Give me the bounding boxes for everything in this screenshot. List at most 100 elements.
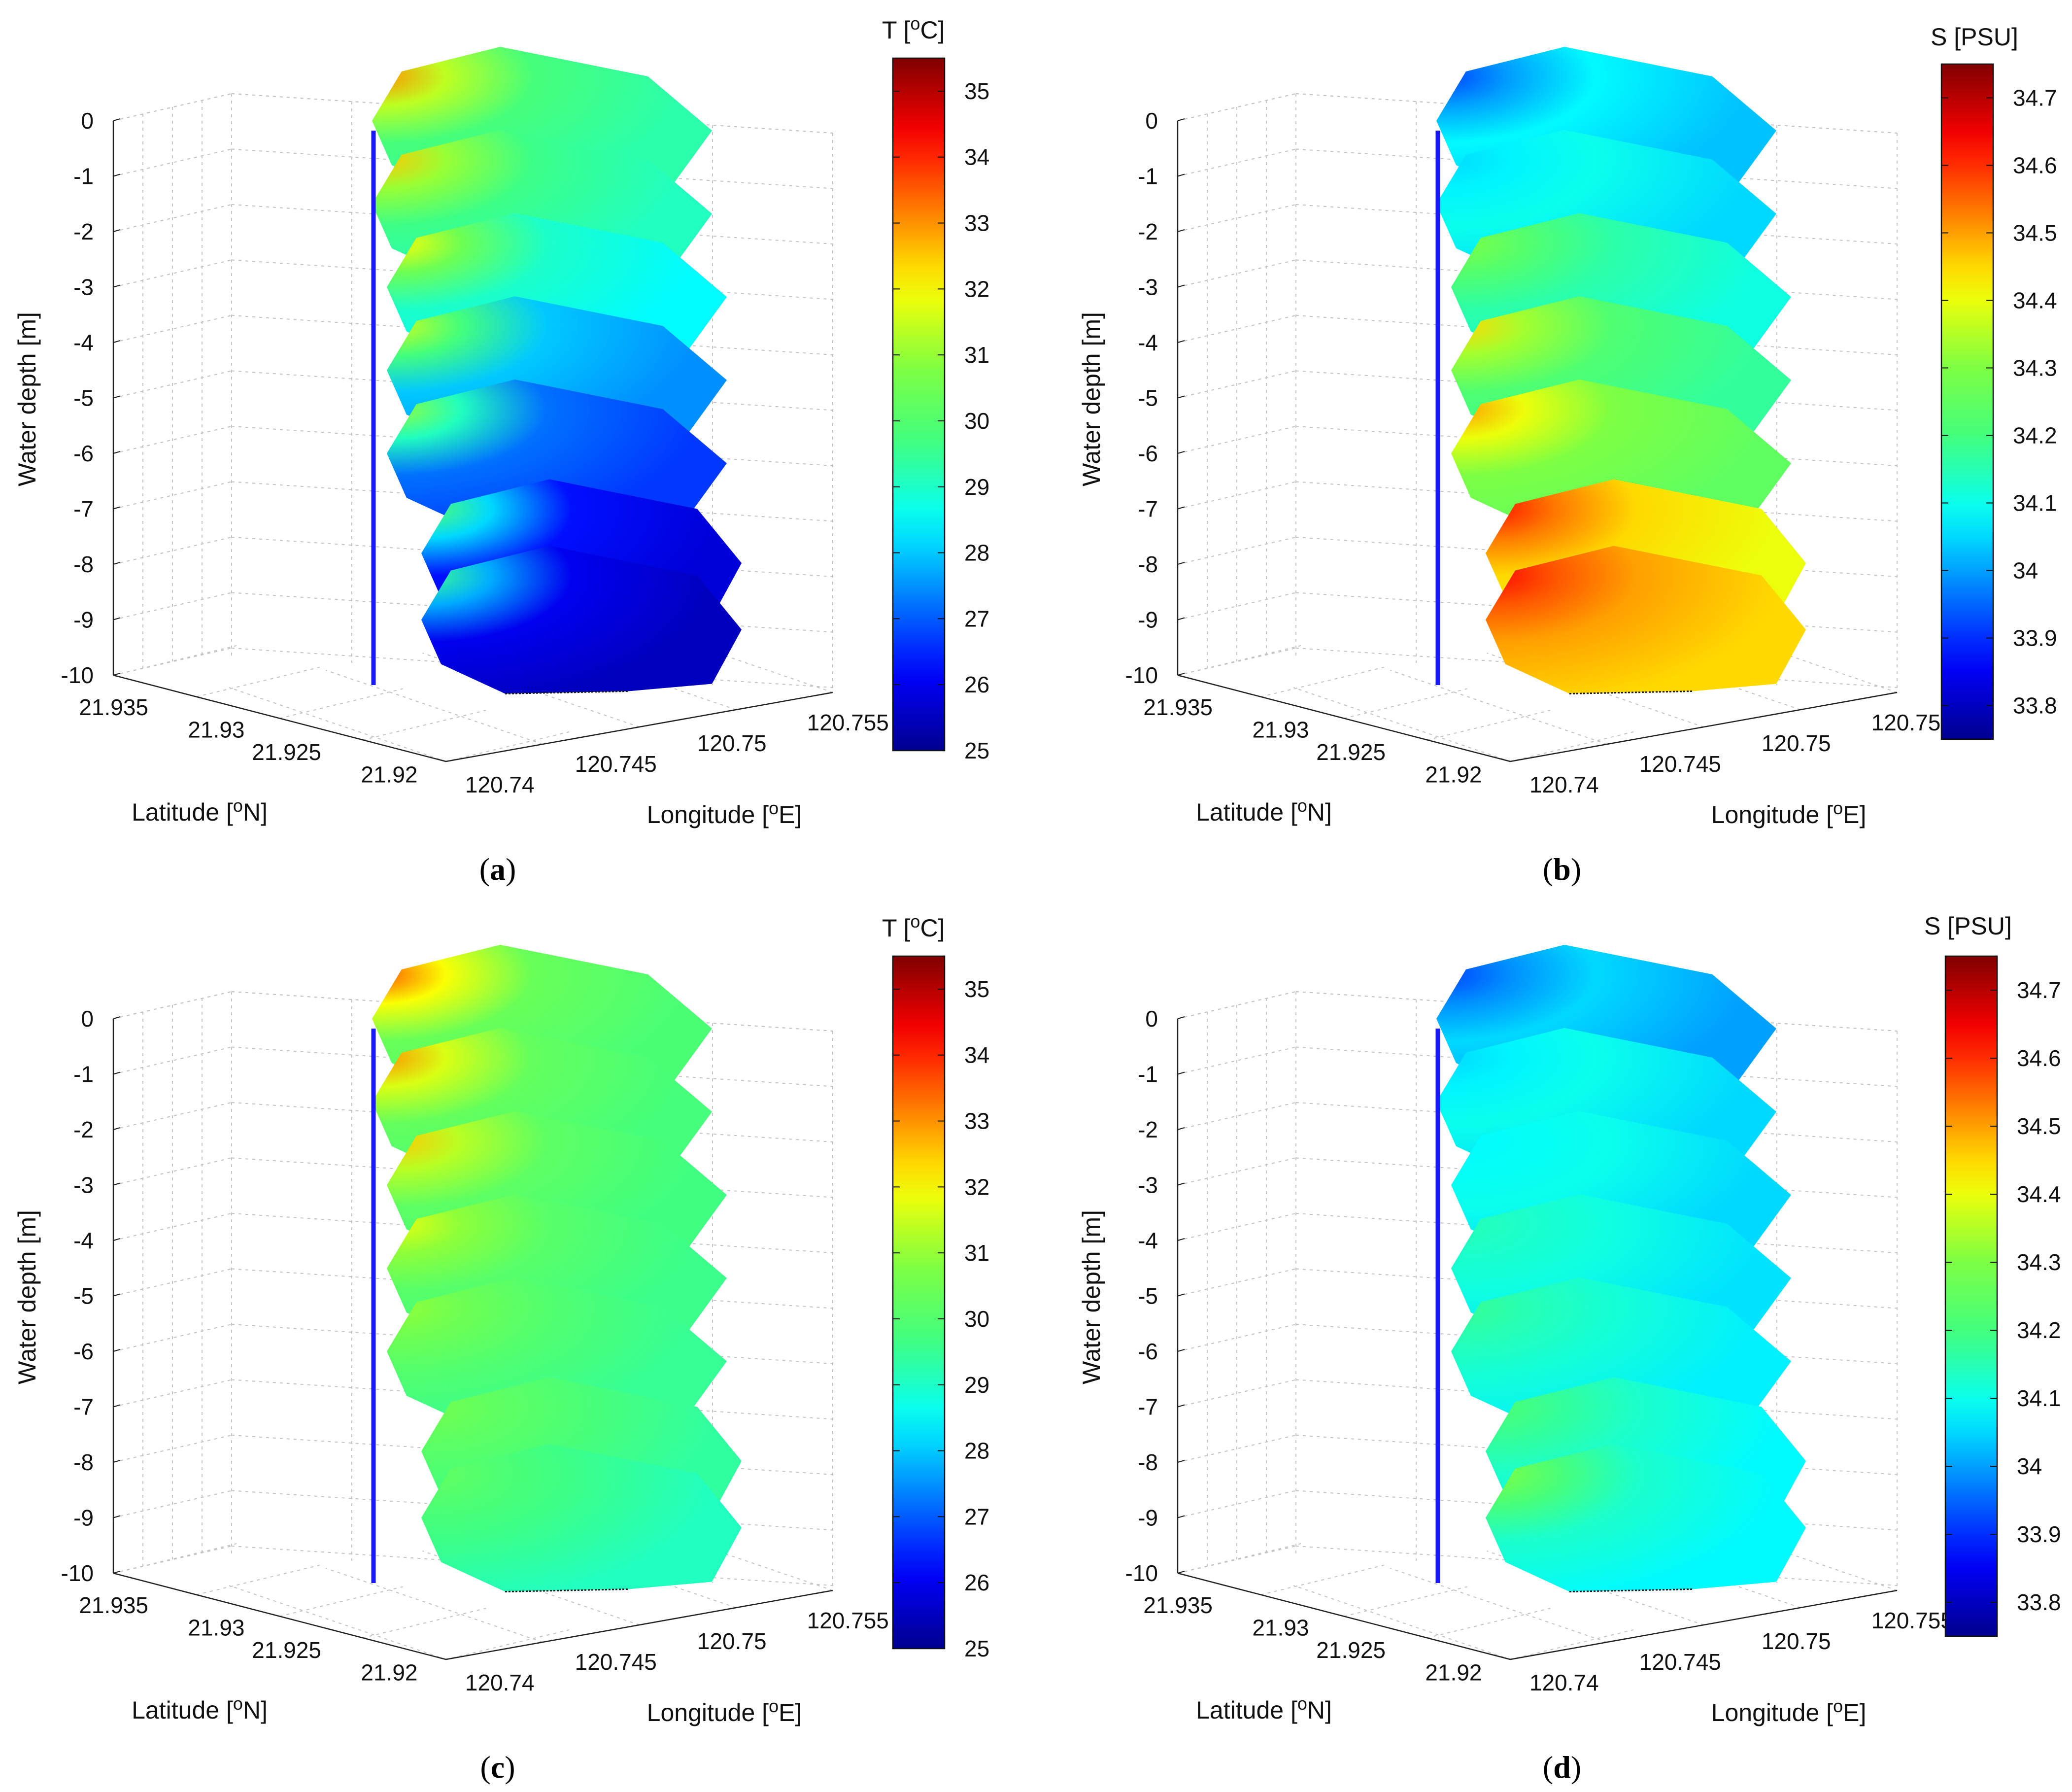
z-tick-label: 0 (1145, 108, 1158, 134)
colorbar-tick-label: 34 (2013, 558, 2038, 584)
z-tick-label: -3 (73, 1172, 94, 1198)
z-tick-label: -6 (1138, 1339, 1158, 1364)
z-tick-label: -4 (1138, 330, 1158, 355)
depth-slice (421, 546, 742, 694)
longitude-tick-label: 120.74 (1529, 1670, 1599, 1695)
longitude-axis-label: Longitude [oE] (1711, 798, 1867, 828)
latitude-axis-label: Latitude [oN] (132, 795, 268, 826)
z-tick-label: -2 (73, 219, 94, 244)
panel-c-slices (372, 945, 742, 1592)
colorbar-tick-label: 33.8 (2017, 1589, 2061, 1615)
latitude-tick-label: 21.92 (1425, 762, 1482, 788)
panel-a-slices (372, 47, 742, 694)
z-tick-label: -10 (1125, 1560, 1158, 1586)
longitude-tick-label: 120.745 (575, 1649, 657, 1675)
z-tick-label: -4 (73, 330, 94, 355)
colorbar-tick-label: 33.9 (2017, 1521, 2061, 1547)
longitude-tick-label: 120.755 (1871, 710, 1953, 735)
z-tick-label: -9 (73, 607, 94, 633)
z-tick-label: -10 (61, 1560, 94, 1586)
colorbar-tick-label: 34.2 (2017, 1317, 2061, 1343)
latitude-axis-label: Latitude [oN] (1196, 1693, 1332, 1724)
z-tick-label: -2 (73, 1117, 94, 1142)
longitude-tick-label: 120.755 (1871, 1608, 1953, 1633)
colorbar-tick-label: 34.2 (2013, 423, 2057, 448)
colorbar-tick-label: 29 (964, 474, 989, 500)
depth-slice (1451, 379, 1791, 527)
colorbar-tick-label: 28 (964, 1438, 989, 1464)
colorbar-tick-label: 30 (964, 408, 989, 434)
latitude-tick-label: 21.935 (1143, 694, 1213, 720)
longitude-tick-label: 120.74 (465, 1670, 535, 1695)
z-tick-label: -3 (1138, 275, 1158, 300)
colorbar-tick-label: 34 (2017, 1453, 2042, 1479)
colorbar-tick-label: 34.7 (2013, 85, 2057, 111)
z-tick-label: -10 (1125, 662, 1158, 688)
panel-c: 0 -1 -2 -3 -4 -5 -6 -7 -8 -9 -10 21.935 21.93 21.925 2… (13, 911, 989, 1785)
latitude-tick-label: 21.93 (188, 1615, 244, 1641)
z-tick-label: -7 (1138, 1394, 1158, 1420)
z-tick-label: -8 (1138, 551, 1158, 577)
colorbar-title: T [oC] (882, 13, 945, 44)
colorbar-tick-label: 29 (964, 1372, 989, 1398)
z-tick-label: -5 (1138, 385, 1158, 411)
longitude-tick-label: 120.75 (1762, 1628, 1831, 1654)
z-tick-label: -6 (73, 441, 94, 466)
z-tick-label: -6 (1138, 441, 1158, 466)
latitude-tick-label: 21.925 (252, 1637, 321, 1663)
z-tick-label: -8 (73, 1449, 94, 1475)
depth-slice (1451, 1277, 1791, 1425)
z-tick-label: -7 (1138, 496, 1158, 522)
colorbar-tick-label: 34.3 (2013, 355, 2057, 381)
colorbar-tick-label: 35 (964, 78, 989, 104)
colorbar-tick-label: 25 (964, 738, 989, 763)
latitude-tick-label: 21.925 (1316, 739, 1386, 765)
panel-b: 0 -1 -2 -3 -4 -5 -6 -7 -8 -9 -10 21.935 21.93 21.925 2… (1078, 23, 2057, 887)
z-tick-label: -9 (1138, 1505, 1158, 1531)
z-tick-label: -3 (73, 275, 94, 300)
colorbar-tick-label: 27 (964, 606, 989, 631)
z-tick-label: -1 (73, 1062, 94, 1087)
latitude-tick-label: 21.935 (79, 694, 148, 720)
colorbar (892, 57, 946, 752)
colorbar-tick-label: 33.9 (2013, 625, 2057, 651)
longitude-tick-label: 120.75 (1762, 730, 1831, 756)
z-axis-label: Water depth [m] (1078, 312, 1105, 486)
panel-caption: (d) (1543, 1750, 1581, 1785)
longitude-tick-label: 120.745 (575, 751, 657, 777)
latitude-tick-label: 21.925 (1316, 1637, 1386, 1663)
colorbar-tick-label: 34 (964, 1042, 989, 1068)
z-tick-label: -7 (73, 496, 94, 522)
colorbar-tick-label: 27 (964, 1504, 989, 1529)
latitude-tick-label: 21.93 (188, 717, 244, 743)
panel-d-slices (1436, 945, 1806, 1592)
z-tick-label: -8 (1138, 1449, 1158, 1475)
longitude-tick-label: 120.755 (807, 710, 889, 735)
latitude-tick-label: 21.935 (1143, 1592, 1213, 1618)
colorbar-tick-label: 33 (964, 1108, 989, 1134)
z-tick-label: -9 (73, 1505, 94, 1531)
z-tick-label: -1 (1138, 164, 1158, 189)
panel-d: 0 -1 -2 -3 -4 -5 -6 -7 -8 -9 -10 21.935 21.93 21.925 2… (1078, 912, 2061, 1785)
colorbar-tick-label: 35 (964, 976, 989, 1002)
colorbar-tick-label: 31 (964, 342, 989, 368)
longitude-tick-label: 120.75 (697, 1628, 767, 1654)
colorbar-tick-label: 34.3 (2017, 1249, 2061, 1275)
colorbar-title: S [PSU] (1931, 23, 2018, 51)
z-tick-label: 0 (81, 108, 94, 134)
latitude-tick-label: 21.92 (1425, 1660, 1482, 1686)
longitude-tick-label: 120.745 (1639, 751, 1721, 777)
latitude-tick-label: 21.93 (1252, 717, 1309, 743)
longitude-tick-label: 120.745 (1639, 1649, 1721, 1675)
z-tick-label: -2 (1138, 1117, 1158, 1142)
colorbar (892, 955, 946, 1650)
z-tick-label: -7 (73, 1394, 94, 1420)
colorbar-tick-label: 31 (964, 1240, 989, 1266)
colorbar-tick-label: 34.4 (2013, 288, 2057, 313)
depth-slice (387, 1277, 727, 1425)
z-tick-label: -5 (73, 1283, 94, 1309)
colorbar (1944, 955, 1998, 1637)
panel-b-slices (1436, 47, 1806, 694)
colorbar-tick-label: 34.1 (2013, 490, 2057, 516)
